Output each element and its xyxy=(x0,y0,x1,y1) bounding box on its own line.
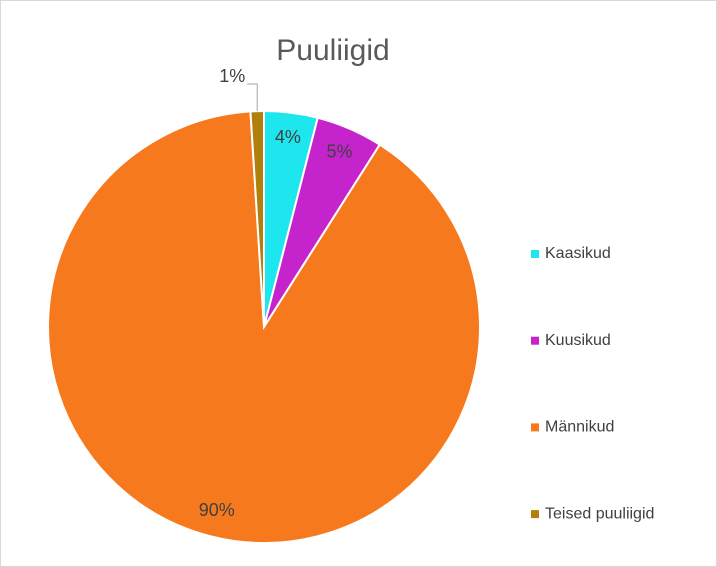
legend-marker xyxy=(531,510,539,519)
legend-label: Kaasikud xyxy=(545,245,611,262)
legend-label: Teised puuliigid xyxy=(545,505,654,522)
legend-marker xyxy=(531,336,539,345)
data-label: 90% xyxy=(199,500,235,520)
data-label: 5% xyxy=(326,141,352,161)
data-label: 4% xyxy=(275,127,301,147)
legend-marker xyxy=(531,250,539,258)
legend-label: Kuusikud xyxy=(545,332,611,349)
leader-line xyxy=(247,83,258,112)
legend-label: Männikud xyxy=(545,419,614,436)
data-label: 1% xyxy=(219,66,245,86)
pie-slice xyxy=(47,110,481,544)
chart-title: Puuliigid xyxy=(276,34,389,67)
legend-marker xyxy=(531,423,539,432)
